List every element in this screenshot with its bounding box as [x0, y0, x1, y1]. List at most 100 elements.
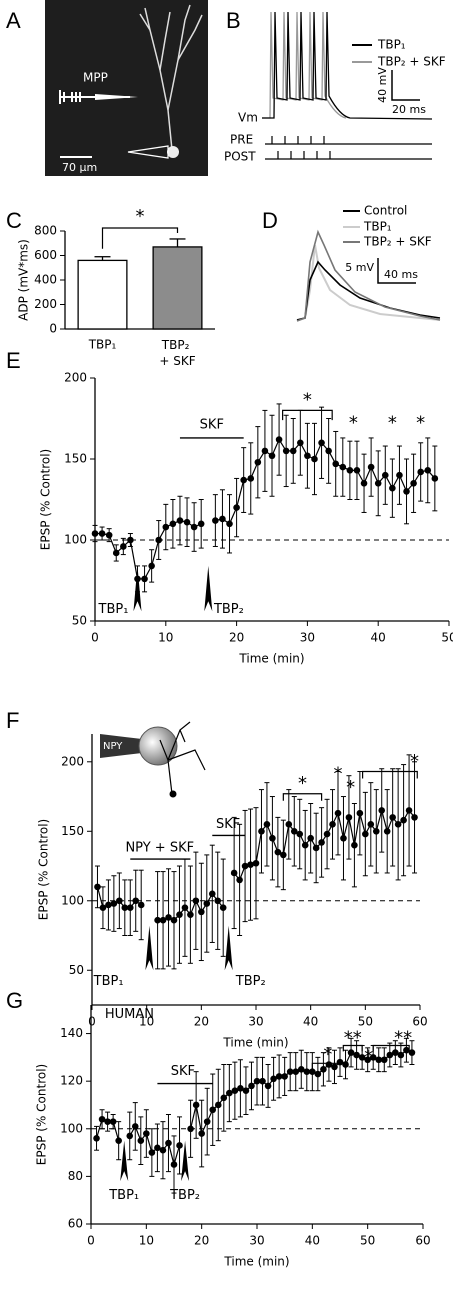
data-point — [105, 901, 112, 909]
data-point — [176, 517, 184, 524]
y-tick-label: 80 — [68, 1169, 83, 1183]
x-tick-label: 0 — [91, 631, 99, 645]
panel-b: TBP₁ TBP₂ + SKF 40 mV 20 ms Vm PRE POST — [224, 11, 446, 164]
data-point — [137, 1137, 145, 1144]
annotation: * — [349, 412, 358, 433]
data-point — [159, 1146, 167, 1154]
panel-label: G — [6, 988, 23, 1013]
data-point — [320, 1065, 327, 1073]
x-tick-label: 50 — [360, 1234, 375, 1248]
data-point — [154, 916, 161, 924]
data-point — [386, 1051, 394, 1059]
panel-label: F — [6, 708, 19, 733]
panel-label: B — [226, 8, 241, 33]
data-point — [290, 827, 298, 835]
data-point — [410, 480, 417, 487]
y-tick-label: 100 — [64, 533, 87, 547]
annotation: * — [364, 1046, 373, 1067]
bar — [77, 259, 128, 330]
data-point — [154, 1144, 161, 1152]
data-point — [109, 1118, 117, 1125]
panel-label: A — [6, 8, 21, 33]
micrograph — [45, 0, 208, 176]
data-point — [116, 897, 123, 905]
data-point — [220, 1094, 228, 1102]
data-point — [93, 1135, 100, 1142]
data-point — [389, 814, 396, 821]
data-point — [369, 1054, 377, 1061]
annotation: NPY + SKF — [125, 840, 194, 855]
stim-arrow — [133, 565, 142, 612]
stim-arrow — [95, 94, 138, 100]
y-tick-label: 150 — [61, 824, 84, 838]
annotation: * — [388, 412, 397, 433]
data-point — [367, 463, 375, 471]
data-point — [231, 1087, 239, 1094]
data-point — [289, 447, 297, 455]
y-tick-label: 0 — [49, 322, 57, 336]
npy-inset: NPY — [100, 721, 206, 798]
stim-ticks — [265, 136, 432, 160]
legend-label: TBP₂ + SKF — [363, 235, 432, 249]
data-point — [98, 530, 106, 537]
significance-bracket — [342, 1044, 363, 1052]
data-point — [304, 452, 311, 460]
data-point — [226, 520, 233, 528]
data-point — [358, 1054, 366, 1061]
data-point — [112, 549, 120, 557]
data-point — [258, 827, 265, 835]
data-point — [252, 859, 260, 867]
data-point — [247, 861, 254, 868]
panel-a: MPP 70 µm — [45, 0, 208, 176]
data-point — [121, 904, 129, 912]
annotation: * — [303, 390, 312, 411]
panel-label: D — [262, 208, 278, 233]
x-tick-label: 30 — [300, 631, 315, 645]
data-point — [431, 475, 439, 482]
data-point — [259, 1077, 266, 1085]
data-point — [360, 480, 368, 487]
trace-tbp2 — [262, 11, 347, 119]
annotation: * — [346, 777, 355, 798]
x-axis-label: Time (min) — [223, 1255, 289, 1269]
pipette — [127, 145, 169, 159]
annotation: * — [323, 1044, 332, 1065]
stim-arrow — [120, 1140, 129, 1182]
y-tick-label: 200 — [34, 297, 57, 311]
data-point — [131, 1123, 139, 1130]
data-point — [214, 1101, 222, 1109]
data-point — [318, 439, 325, 447]
data-point — [292, 1068, 300, 1075]
dendrites — [159, 721, 206, 795]
data-point — [162, 523, 170, 531]
data-point — [132, 897, 140, 905]
data-point — [94, 883, 101, 891]
significance-bracket — [362, 770, 418, 779]
data-point — [127, 536, 134, 544]
x-tick-label: 60 — [415, 1234, 430, 1248]
data-point — [314, 1070, 322, 1078]
significance-bracket — [282, 409, 333, 421]
data-point — [405, 807, 413, 814]
y-tick-label: 140 — [60, 1026, 83, 1040]
annotation: * — [334, 763, 343, 784]
data-point — [353, 467, 361, 474]
data-point — [353, 1051, 360, 1059]
data-point — [219, 515, 226, 523]
annotation: TBP₁ — [93, 974, 124, 989]
data-point — [274, 848, 282, 856]
data-point — [208, 890, 216, 898]
data-point — [181, 904, 189, 912]
data-point — [372, 827, 380, 835]
panel-label: E — [6, 348, 21, 373]
trace-tbp1 — [296, 244, 441, 321]
data-point — [303, 1068, 311, 1075]
row-label: Vm — [238, 111, 258, 125]
data-point — [219, 904, 227, 912]
data-point — [176, 911, 183, 918]
annotation: * — [298, 773, 307, 794]
panel-label: C — [6, 208, 22, 233]
x-tick-label: 0 — [87, 1234, 95, 1248]
scale-label: 20 ms — [392, 103, 426, 116]
data-point — [91, 530, 99, 537]
